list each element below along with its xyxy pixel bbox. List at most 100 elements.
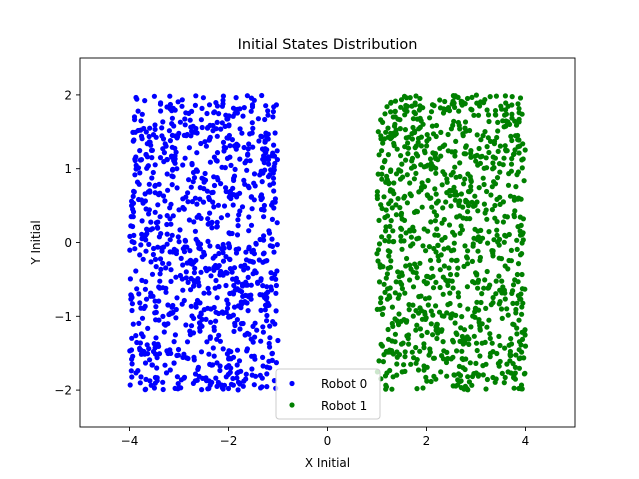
data-point bbox=[175, 352, 181, 358]
data-point bbox=[516, 317, 522, 323]
data-point bbox=[409, 349, 415, 355]
chart-title: Initial States Distribution bbox=[238, 37, 418, 53]
data-point bbox=[169, 144, 175, 150]
data-point bbox=[191, 270, 197, 276]
data-point bbox=[454, 272, 460, 278]
data-point bbox=[514, 246, 520, 252]
data-point bbox=[480, 133, 486, 139]
data-point bbox=[243, 249, 249, 255]
data-point bbox=[376, 241, 383, 247]
data-point bbox=[211, 304, 217, 311]
data-point bbox=[440, 291, 446, 297]
data-point bbox=[399, 270, 405, 276]
data-point bbox=[416, 294, 422, 300]
data-point bbox=[388, 100, 394, 106]
data-point bbox=[382, 238, 388, 244]
data-point bbox=[472, 226, 478, 232]
data-point bbox=[480, 372, 486, 378]
data-point bbox=[403, 102, 409, 109]
data-point bbox=[509, 94, 515, 100]
data-point bbox=[514, 331, 520, 337]
data-point bbox=[183, 275, 189, 281]
data-point bbox=[180, 162, 186, 168]
data-point bbox=[143, 296, 150, 302]
data-point bbox=[249, 120, 255, 126]
data-point bbox=[253, 240, 259, 246]
data-point bbox=[456, 122, 462, 129]
data-point bbox=[503, 111, 509, 117]
data-point bbox=[505, 266, 511, 272]
data-point bbox=[171, 246, 177, 252]
data-point bbox=[428, 378, 434, 385]
data-point bbox=[272, 130, 278, 136]
data-point bbox=[127, 382, 133, 388]
data-point bbox=[464, 95, 471, 102]
data-point bbox=[158, 100, 164, 106]
data-point bbox=[183, 269, 189, 275]
data-point bbox=[472, 193, 478, 199]
data-point bbox=[259, 134, 265, 140]
data-point bbox=[405, 151, 411, 157]
data-point bbox=[474, 347, 480, 354]
data-point bbox=[409, 136, 415, 142]
data-point bbox=[463, 144, 469, 150]
data-point bbox=[146, 133, 152, 140]
data-point bbox=[470, 241, 476, 247]
data-point bbox=[152, 122, 158, 128]
data-point bbox=[258, 192, 265, 198]
data-point bbox=[231, 173, 238, 179]
data-point bbox=[392, 98, 399, 104]
data-point bbox=[423, 281, 429, 287]
data-point bbox=[237, 156, 243, 162]
data-point bbox=[185, 279, 191, 285]
data-point bbox=[173, 149, 179, 155]
data-point bbox=[160, 386, 166, 393]
data-point bbox=[430, 355, 437, 361]
legend-marker-robot-0 bbox=[289, 380, 295, 387]
data-point bbox=[200, 95, 206, 101]
data-point bbox=[383, 224, 389, 230]
data-point bbox=[427, 257, 434, 263]
data-point bbox=[194, 130, 200, 136]
data-point bbox=[394, 372, 400, 378]
data-point bbox=[190, 179, 196, 185]
data-point bbox=[434, 212, 440, 219]
data-point bbox=[516, 339, 523, 345]
x-tick-label: 0 bbox=[324, 434, 332, 448]
data-point bbox=[169, 108, 175, 114]
data-point bbox=[522, 370, 528, 376]
data-point bbox=[402, 354, 408, 360]
data-point bbox=[383, 275, 389, 281]
data-point bbox=[168, 221, 174, 227]
data-point bbox=[468, 324, 474, 330]
data-point bbox=[514, 172, 520, 178]
data-point bbox=[521, 328, 527, 334]
data-point bbox=[186, 145, 192, 151]
data-point bbox=[439, 237, 445, 243]
data-point bbox=[186, 177, 192, 183]
data-point bbox=[214, 175, 220, 181]
data-point bbox=[435, 157, 441, 163]
data-point bbox=[390, 228, 396, 234]
data-point bbox=[494, 227, 500, 233]
data-point bbox=[252, 334, 258, 340]
data-point bbox=[475, 112, 482, 118]
data-point bbox=[194, 201, 200, 207]
data-point bbox=[466, 336, 472, 342]
legend-box bbox=[275, 368, 381, 420]
data-point bbox=[144, 154, 150, 160]
data-point bbox=[440, 356, 446, 362]
data-point bbox=[490, 349, 496, 355]
data-point bbox=[235, 387, 241, 393]
data-point bbox=[226, 241, 232, 247]
data-point bbox=[465, 387, 471, 393]
data-point bbox=[460, 131, 466, 137]
data-point bbox=[378, 300, 384, 306]
data-point bbox=[169, 167, 176, 173]
data-point bbox=[393, 279, 399, 285]
data-point bbox=[493, 93, 499, 99]
data-point bbox=[411, 163, 417, 169]
data-point bbox=[516, 356, 522, 362]
data-point bbox=[519, 304, 525, 310]
data-point bbox=[237, 106, 243, 112]
